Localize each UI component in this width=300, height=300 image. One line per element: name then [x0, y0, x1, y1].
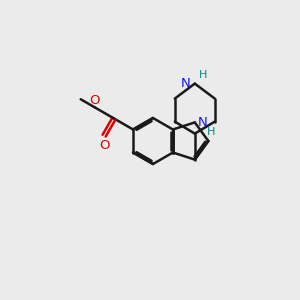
Text: N: N	[198, 116, 208, 129]
Text: H: H	[207, 128, 215, 137]
Text: O: O	[90, 94, 100, 106]
Text: N: N	[181, 77, 191, 90]
Text: H: H	[199, 70, 207, 80]
Text: O: O	[99, 139, 110, 152]
